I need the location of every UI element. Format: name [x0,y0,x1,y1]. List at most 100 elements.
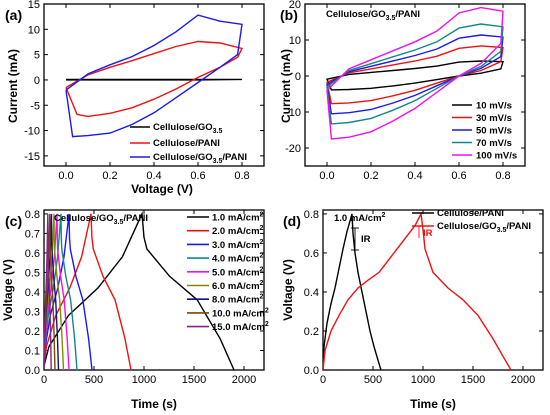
panel-b-x-tick-label-2: 0.4 [407,170,422,182]
panel-c-y-tick-label-3: 0.3 [25,306,40,318]
panel-a-series-1 [65,40,244,118]
panel-b-series-4 [326,6,504,140]
legend-a-label-0: Cellulose/GO3.5 [153,122,222,135]
panel-c-y-tick-label-0: 0.0 [25,365,40,377]
panel-b-series-0 [326,60,504,91]
panel-c-series-2 [43,213,93,371]
legend-b-label-3: 70 mV/s [476,138,512,149]
panel-a-y-label: Current (mA) [6,49,20,123]
panel-d-x-tick-label-0: 0 [320,374,326,386]
panel-b-series [326,6,504,140]
ir-label-black: IR [361,234,371,245]
panel-c-label: (c) [5,213,22,229]
panel-a-y-tick-label-1: -10 [24,126,40,138]
panel-d-note: 1.0 mA/cm2 [334,212,386,224]
legend-b-label-2: 50 mV/s [476,126,512,137]
legend-a-label-1: Cellulose/PANI [153,138,220,149]
panel-c-series [43,211,235,371]
panel-d-y-tick-label-2: 0.4 [304,287,319,299]
panel-d-y-tick-label-4: 0.8 [304,209,319,221]
panel-a: 0.0 0.2 0.4 0.6 0.8 -15 -10 -5 0 5 10 15 (a) Curre… [5,0,265,196]
panel-b-x-tick-label-4: 0.8 [495,170,510,182]
panel-a-series-0 [66,78,243,81]
legend-c-label-2: 3.0 mA/cm2 [212,239,264,251]
panel-c-x-tick-label-3: 1500 [182,374,206,386]
panel-c-y-tick-label-7: 0.7 [25,228,40,240]
legend-b-label-4: 100 mV/s [476,151,517,162]
panel-c-x-tick-label-2: 1000 [132,374,156,386]
panel-a-y-ticks: -15 -10 -5 0 5 10 15 [24,0,264,163]
legend-d-label-0: Cellulose/PANI [437,208,504,219]
panel-a-y-tick-label-4: 5 [34,50,40,62]
panel-c-x-tick-label-1: 500 [85,374,103,386]
panel-d-x-tick-label-1: 500 [364,374,382,386]
panel-d-x-tick-label-4: 2000 [511,374,535,386]
panel-b-series-1 [326,45,504,105]
panel-d-y-label: Voltage (V) [281,259,295,321]
panel-b-y-label: Current (mA) [279,49,293,123]
panel-c-x-tick-label-4: 2000 [232,374,256,386]
panel-d-y-tick-label-3: 0.6 [304,248,319,260]
panel-c-y-tick-label-8: 0.8 [25,209,40,221]
panel-b-y-tick-label-2: 0 [295,71,301,83]
ir-label-red: IR [423,228,433,239]
legend-b-label-0: 10 mV/s [476,101,512,112]
panel-d-x-ticks: 0 500 1000 1500 2000 [320,210,535,386]
panel-b-title: Cellulose/GO3.5/PANI [326,9,420,22]
panel-c-x-tick-label-0: 0 [41,374,47,386]
legend-c-label-0: 1.0 mA/cm2 [212,212,264,224]
panel-a-y-tick-label-5: 10 [28,24,40,36]
panel-c-y-ticks: 0.0 0.1 0.2 0.3 0.4 0.5 0.6 0.7 0.8 [25,209,264,377]
panel-d-x-tick-label-2: 1000 [411,374,435,386]
panel-a-y-tick-label-2: -5 [30,100,40,112]
panel-d-legend: Cellulose/PANI Cellulose/GO3.5/PANI [412,208,531,234]
panel-b-label: (b) [280,7,298,23]
panel-b-x-tick-label-0: 0.0 [319,170,334,182]
panel-d-series [322,211,512,371]
panel-d-x-label: Time (s) [410,397,456,411]
panel-d-x-tick-label-3: 1500 [461,374,485,386]
panel-c-y-tick-label-5: 0.5 [25,267,40,279]
panel-b-y-tick-label-3: 10 [289,35,301,47]
panel-d-y-tick-label-1: 0.2 [304,326,319,338]
panel-a-legend: Cellulose/GO3.5 Cellulose/PANI Cellulose… [130,122,247,165]
panel-b-y-tick-label-1: -10 [285,107,301,119]
legend-b-label-1: 30 mV/s [476,113,512,124]
panel-b-series-2 [326,34,504,115]
panel-c-y-label: Voltage (V) [1,259,15,321]
panel-a-y-tick-label-0: -15 [24,151,40,163]
legend-c-label-4: 5.0 mA/cm2 [212,266,264,278]
panel-c-frame [43,209,265,371]
panel-d-series-0 [322,213,382,371]
legend-c-label-5: 6.0 mA/cm2 [212,280,264,292]
panel-b-x-tick-label-1: 0.2 [363,170,378,182]
panel-c-y-tick-label-1: 0.1 [25,345,40,357]
panel-d-y-tick-label-0: 0.0 [304,365,319,377]
panel-a-x-tick-label-3: 0.6 [190,170,205,182]
panel-b-y-tick-label-0: -20 [285,143,301,155]
panel-d-y-ticks: 0.0 0.2 0.4 0.6 0.8 [304,209,543,377]
legend-c-label-1: 2.0 mA/cm2 [212,225,264,237]
ir-marker-black: IR [351,227,371,251]
panel-a-x-ticks: 0.0 0.2 0.4 0.6 0.8 [58,4,250,182]
panel-a-x-tick-label-0: 0.0 [58,170,73,182]
panel-b-y-tick-label-4: 20 [289,0,301,11]
panel-a-series [65,14,244,138]
panel-a-x-label: Voltage (V) [131,182,193,196]
ir-marker-red: IR [418,226,433,239]
panel-c: 0 500 1000 1500 2000 0.00.10.20.30.40.50.60.… [1,209,269,411]
panel-a-label: (a) [5,7,22,23]
panel-c-x-ticks: 0 500 1000 1500 2000 [41,210,256,386]
panel-c-x-label: Time (s) [131,397,177,411]
panel-c-y-tick-label-2: 0.2 [25,326,40,338]
panel-c-series-8 [43,213,52,371]
legend-d-label-1: Cellulose/GO3.5/PANI [437,221,531,234]
panel-a-x-tick-label-1: 0.2 [102,170,117,182]
panel-c-series-0 [43,211,235,371]
panel-a-x-tick-label-2: 0.4 [146,170,161,182]
panel-d-label: (d) [283,213,301,229]
panel-a-series-2 [65,14,243,138]
legend-a-label-2: Cellulose/GO3.5/PANI [153,152,247,165]
panel-c-series-3 [43,213,78,371]
